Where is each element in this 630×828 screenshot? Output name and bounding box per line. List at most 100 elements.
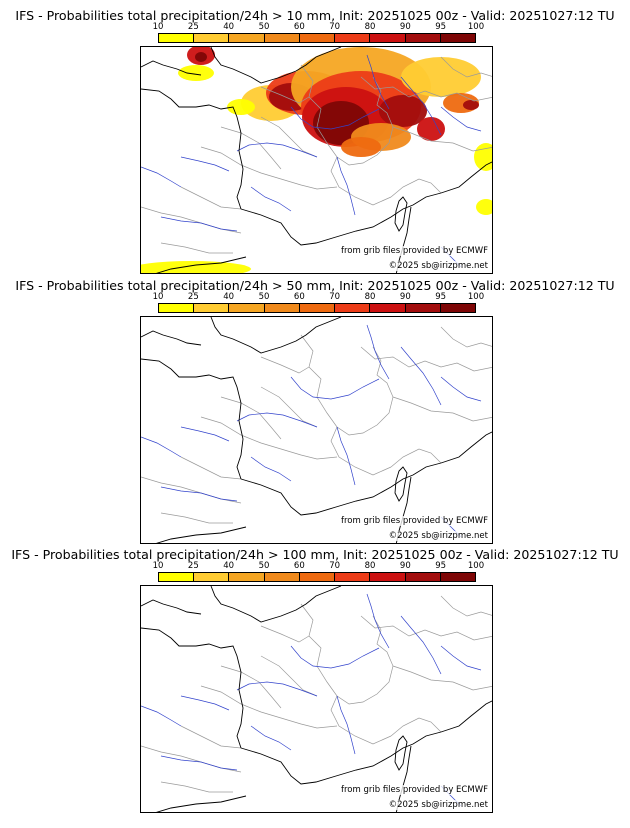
source-note: from grib files provided by ECMWF bbox=[340, 785, 489, 795]
colorbar-swatch bbox=[440, 573, 475, 581]
precip-cell bbox=[463, 100, 479, 110]
river-line bbox=[440, 645, 482, 671]
panel-100mm: IFS - Probabilities total precipitation/… bbox=[0, 547, 630, 817]
colorbar-swatch bbox=[440, 34, 475, 42]
colorbar-swatch bbox=[440, 304, 475, 312]
river-line bbox=[160, 486, 238, 502]
border-line bbox=[220, 126, 282, 170]
border-line bbox=[440, 595, 492, 617]
border-line bbox=[260, 356, 310, 374]
river-line bbox=[290, 645, 380, 669]
border-line bbox=[260, 86, 310, 104]
colorbar-swatch bbox=[159, 573, 195, 581]
colorbar-tick-label: 60 bbox=[293, 561, 305, 571]
colorbar-tick-label: 90 bbox=[399, 22, 411, 32]
border-line bbox=[220, 665, 282, 709]
colorbar-swatch bbox=[229, 573, 265, 581]
source-note: from grib files provided by ECMWF bbox=[340, 246, 489, 256]
colorbar-swatch bbox=[405, 34, 441, 42]
border-line bbox=[440, 56, 492, 78]
corsica-coastline bbox=[394, 196, 408, 232]
colorbar-swatch bbox=[370, 34, 406, 42]
border-line bbox=[300, 334, 394, 436]
copyright-note: ©2025 sb@irizpme.net bbox=[387, 531, 489, 541]
coastline bbox=[240, 700, 492, 785]
border-line bbox=[260, 625, 310, 643]
geography bbox=[141, 47, 492, 273]
river-line bbox=[290, 106, 380, 130]
colorbar-swatch bbox=[194, 304, 230, 312]
river-line bbox=[440, 106, 482, 132]
border-line bbox=[200, 416, 338, 460]
precip-cell bbox=[141, 261, 251, 273]
colorbar-tick-label: 80 bbox=[364, 22, 376, 32]
river-line bbox=[180, 695, 230, 711]
river-line bbox=[366, 593, 390, 649]
colorbar-tick-label: 40 bbox=[223, 561, 235, 571]
colorbar-swatch bbox=[264, 304, 300, 312]
border-line bbox=[390, 448, 442, 468]
coastline bbox=[210, 317, 342, 354]
precip-field bbox=[141, 47, 492, 273]
river-line bbox=[141, 705, 182, 727]
colorbar-swatch bbox=[299, 34, 336, 42]
border-line bbox=[141, 745, 242, 773]
river-line bbox=[336, 426, 356, 486]
map-10mm: from grib files provided by ECMWF ©2025 … bbox=[140, 46, 493, 274]
precip-cell bbox=[341, 137, 381, 157]
geography bbox=[141, 317, 492, 543]
corsica-coastline bbox=[394, 735, 408, 771]
precip-cell bbox=[401, 57, 481, 97]
river-line bbox=[236, 412, 318, 428]
river-line bbox=[400, 76, 442, 136]
colorbar-swatch bbox=[335, 34, 371, 42]
border-line bbox=[200, 685, 338, 729]
colorbar: 10 25 40 50 60 70 80 90 95 100 bbox=[153, 292, 484, 313]
colorbar-tick-label: 10 bbox=[152, 292, 164, 302]
colorbar-swatch bbox=[194, 34, 230, 42]
border-line bbox=[160, 781, 233, 793]
colorbar: 10 25 40 50 60 70 80 90 95 100 bbox=[153, 561, 484, 582]
river-line bbox=[366, 54, 390, 110]
colorbar-tick-label: 25 bbox=[187, 561, 199, 571]
colorbar-tick-label: 70 bbox=[329, 22, 341, 32]
border-line bbox=[160, 242, 233, 254]
colorbar-tick-label: 10 bbox=[152, 22, 164, 32]
colorbar-swatch bbox=[159, 304, 195, 312]
coastline bbox=[240, 431, 492, 516]
coastline bbox=[210, 47, 342, 84]
border-line bbox=[440, 326, 492, 348]
colorbar-swatches bbox=[158, 33, 476, 43]
colorbar-tick-label: 10 bbox=[152, 561, 164, 571]
border-line bbox=[330, 156, 392, 206]
panel-title: IFS - Probabilities total precipitation/… bbox=[15, 278, 615, 293]
river-line bbox=[236, 142, 318, 158]
colorbar-swatch bbox=[229, 34, 265, 42]
river-line bbox=[440, 376, 482, 402]
river-line bbox=[366, 324, 390, 380]
colorbar-tick-label: 80 bbox=[364, 292, 376, 302]
map-canvas bbox=[141, 47, 492, 273]
colorbar-tick-label: 100 bbox=[467, 561, 485, 571]
river-line bbox=[250, 456, 292, 482]
colorbar-tick-label: 60 bbox=[293, 292, 305, 302]
copyright-note: ©2025 sb@irizpme.net bbox=[387, 261, 489, 271]
border-line bbox=[392, 396, 492, 422]
colorbar-tick-label: 70 bbox=[329, 292, 341, 302]
river-line bbox=[180, 156, 230, 172]
border-line bbox=[180, 186, 242, 210]
border-line bbox=[392, 126, 492, 152]
border-line bbox=[200, 146, 338, 190]
coastline bbox=[156, 256, 247, 273]
border-line bbox=[360, 76, 492, 102]
border-line bbox=[360, 346, 492, 372]
river-line bbox=[336, 695, 356, 755]
colorbar-tick-label: 95 bbox=[435, 561, 447, 571]
panel-10mm: IFS - Probabilities total precipitation/… bbox=[0, 8, 630, 278]
colorbar-tick-label: 60 bbox=[293, 22, 305, 32]
map-50mm: from grib files provided by ECMWF ©2025 … bbox=[140, 316, 493, 544]
coastline bbox=[141, 88, 244, 210]
coastline bbox=[141, 627, 244, 749]
colorbar-tick-label: 80 bbox=[364, 561, 376, 571]
colorbar-swatches bbox=[158, 572, 476, 582]
